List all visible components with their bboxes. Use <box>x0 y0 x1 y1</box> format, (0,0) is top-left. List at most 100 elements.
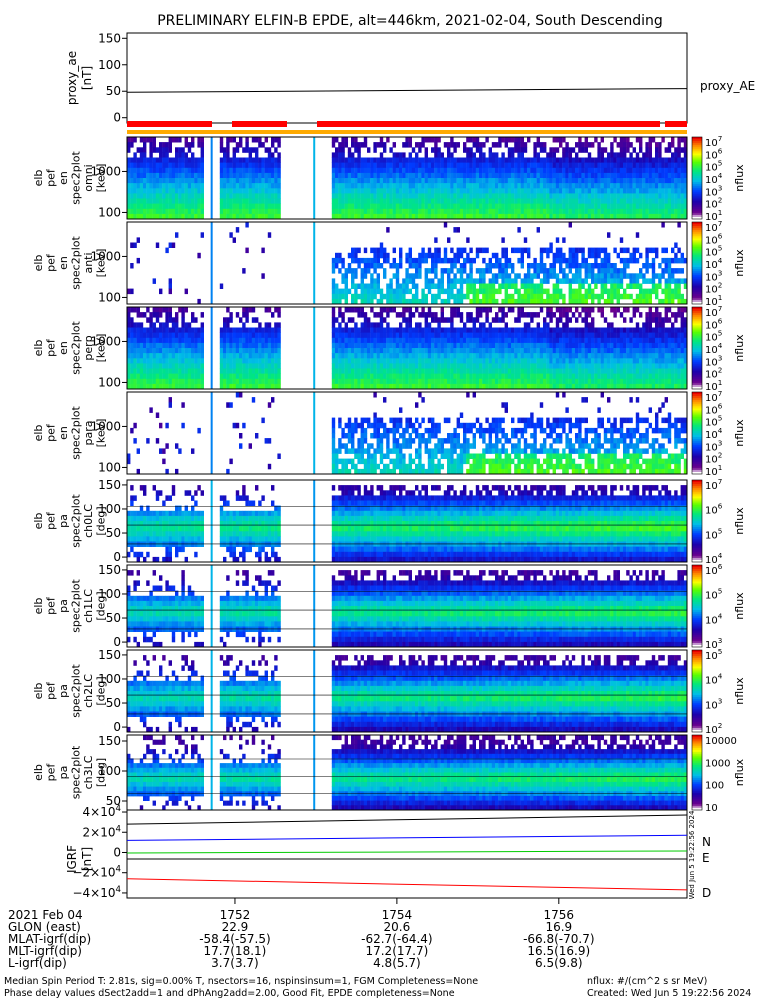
heatmap-cell <box>149 172 153 179</box>
heatmap-cell <box>258 363 262 369</box>
heatmap-cell <box>376 162 380 169</box>
heatmap-cell <box>178 327 182 333</box>
heatmap-cell <box>357 363 361 369</box>
heatmap-cell <box>466 252 470 259</box>
heatmap-cell <box>559 183 563 189</box>
heatmap-cell <box>578 293 582 300</box>
heatmap-cell <box>523 283 528 289</box>
heatmap-cell <box>437 203 441 210</box>
heatmap-cell <box>539 373 544 380</box>
heatmap-cell <box>219 378 224 385</box>
heatmap-cell <box>600 188 604 194</box>
heatmap-cell <box>267 147 272 153</box>
heatmap-cell <box>562 332 566 339</box>
heatmap-cell <box>239 157 243 163</box>
heatmap-cell <box>546 342 550 349</box>
heatmap-cell <box>584 263 588 269</box>
heatmap-cell <box>239 358 243 364</box>
heatmap-cell <box>354 283 358 289</box>
heatmap-cell <box>354 188 358 194</box>
heatmap-cell <box>392 142 396 148</box>
heatmap-cell <box>463 183 467 189</box>
heatmap-cell <box>482 198 486 204</box>
heatmap-cell <box>568 198 572 204</box>
heatmap-cell <box>229 157 233 163</box>
heatmap-cell <box>331 268 336 274</box>
heatmap-cell <box>411 348 416 354</box>
heatmap-cell <box>255 152 259 158</box>
heatmap-cell <box>399 252 403 259</box>
y-tick-label: 0 <box>113 111 121 125</box>
heatmap-cell <box>677 137 681 143</box>
heatmap-cell <box>392 213 396 220</box>
heatmap-cell <box>226 327 230 333</box>
heatmap-cell <box>632 283 636 289</box>
heatmap-cell <box>626 198 630 204</box>
heatmap-cell <box>539 353 544 359</box>
heatmap-cell <box>149 178 153 184</box>
heatmap-cell <box>450 317 454 323</box>
heatmap-cell <box>514 208 518 215</box>
heatmap-cell <box>482 152 486 158</box>
colorbar-segment <box>692 155 702 158</box>
heatmap-cell <box>559 188 563 194</box>
heatmap-cell <box>226 317 230 323</box>
heatmap-cell <box>543 193 547 199</box>
heatmap-cell <box>191 172 195 179</box>
heatmap-cell <box>175 157 179 163</box>
heatmap-cell <box>600 162 604 169</box>
heatmap-cell <box>335 283 339 289</box>
heatmap-cell <box>411 263 416 269</box>
heatmap-cell <box>683 142 688 148</box>
heatmap-cell <box>600 278 604 284</box>
heatmap-cell <box>565 263 569 269</box>
heatmap-cell <box>223 337 227 344</box>
heatmap-cell <box>498 368 502 374</box>
heatmap-cell <box>405 373 409 380</box>
heatmap-cell <box>354 378 358 385</box>
heatmap-cell <box>421 142 425 148</box>
heatmap-cell <box>472 322 476 328</box>
heatmap-cell <box>229 337 233 344</box>
heatmap-cell <box>600 137 604 143</box>
heatmap-cell <box>469 312 473 318</box>
y-tick-label: 100 <box>98 290 121 304</box>
heatmap-cell <box>479 157 483 163</box>
heatmap-cell <box>168 312 172 318</box>
heatmap-cell <box>661 268 665 274</box>
heatmap-cell <box>498 268 502 274</box>
heatmap-cell <box>239 342 243 349</box>
heatmap-cell <box>466 157 470 163</box>
heatmap-cell <box>507 273 512 279</box>
heatmap-cell <box>331 298 336 305</box>
heatmap-cell <box>175 358 179 364</box>
heatmap-cell <box>539 288 544 295</box>
heatmap-cell <box>187 178 192 184</box>
heatmap-cell <box>427 283 432 289</box>
heatmap-cell <box>626 213 630 220</box>
heatmap-cell <box>245 213 249 220</box>
heatmap-cell <box>578 183 582 189</box>
heatmap-cell <box>571 203 576 210</box>
heatmap-cell <box>431 373 435 380</box>
heatmap-cell <box>370 358 374 364</box>
heatmap-cell <box>456 193 460 199</box>
heatmap-cell <box>546 273 550 279</box>
heatmap-cell <box>155 167 160 174</box>
heatmap-cell <box>450 278 454 284</box>
colorbar-segment <box>692 252 702 256</box>
heatmap-cell <box>466 167 470 174</box>
heatmap-cell <box>488 363 492 369</box>
heatmap-cell <box>520 178 524 184</box>
heatmap-cell <box>408 332 412 339</box>
heatmap-cell <box>379 368 384 374</box>
heatmap-cell <box>402 183 406 189</box>
heatmap-cell <box>200 208 204 215</box>
heatmap-cell <box>440 167 444 174</box>
heatmap-cell <box>507 257 512 264</box>
heatmap-cell <box>434 268 438 274</box>
heatmap-cell <box>335 368 339 374</box>
heatmap-cell <box>447 368 451 374</box>
heatmap-cell <box>571 358 576 364</box>
heatmap-cell <box>242 183 246 189</box>
